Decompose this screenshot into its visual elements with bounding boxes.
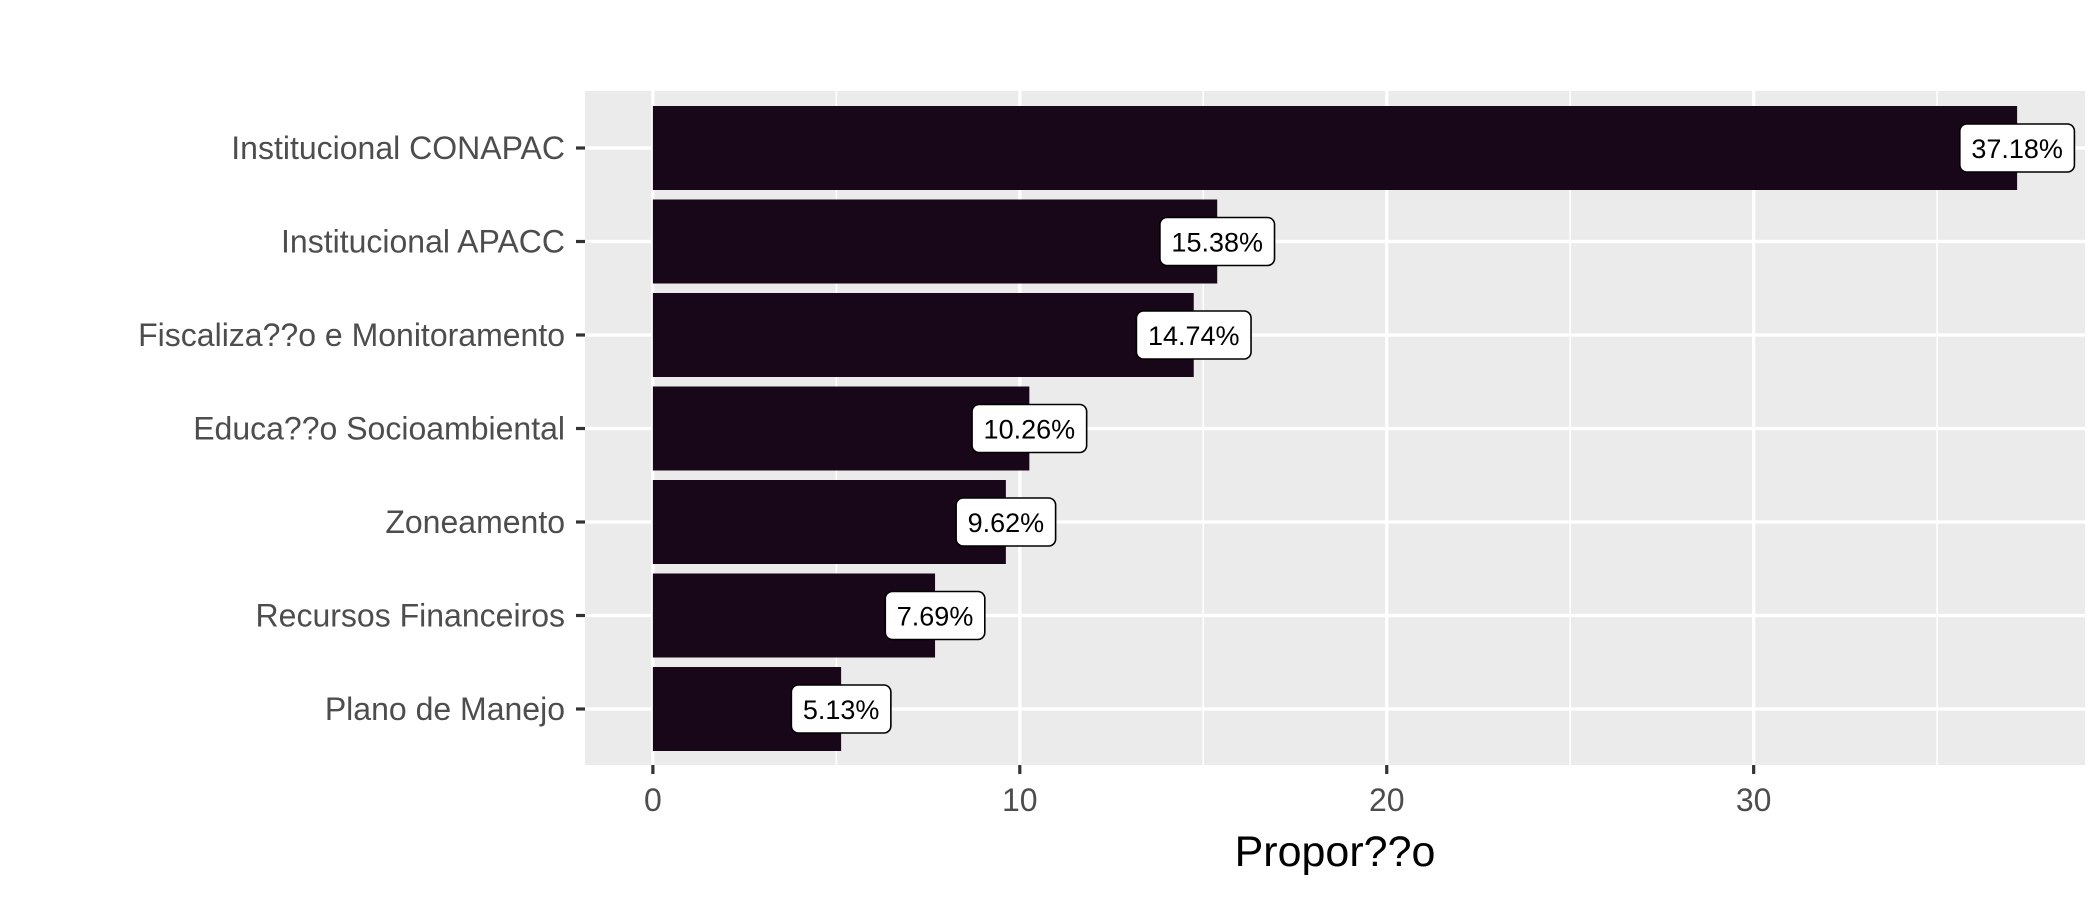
data-label: 37.18% xyxy=(1959,123,2076,173)
y-tick-label: Institucional CONAPAC xyxy=(231,130,565,166)
data-label-text: 5.13% xyxy=(803,695,880,725)
data-label: 9.62% xyxy=(955,497,1057,547)
data-label-box xyxy=(1959,123,2076,173)
data-label-text: 10.26% xyxy=(984,415,1076,445)
data-labels: 37.18% 15.38% 14.74% 10.26% 9.62% 7.69% 5.13% xyxy=(790,123,2076,734)
bar xyxy=(652,199,1218,284)
x-tick-label: 10 xyxy=(1002,782,1038,818)
data-label-box xyxy=(1159,216,1276,267)
bar xyxy=(652,106,2018,190)
x-tick-label: 30 xyxy=(1736,782,1772,818)
data-label-box xyxy=(790,684,892,734)
x-tick-label: 0 xyxy=(644,782,662,818)
y-tick-label: Institucional APACC xyxy=(281,224,565,260)
data-label-text: 15.38% xyxy=(1171,228,1263,258)
x-tick-label: 20 xyxy=(1369,782,1405,818)
bar xyxy=(652,386,1030,471)
y-axis: Institucional CONAPAC Institucional APACC… xyxy=(138,130,585,727)
data-label-box xyxy=(1135,310,1252,360)
y-tick-label: Recursos Financeiros xyxy=(256,598,565,634)
y-tick-label: Zoneamento xyxy=(385,504,565,540)
bar xyxy=(652,293,1194,377)
y-tick-label: Plano de Manejo xyxy=(325,691,565,727)
data-label-box xyxy=(971,403,1088,454)
x-axis: 0 10 20 30 xyxy=(644,765,1771,818)
data-label: 7.69% xyxy=(884,590,986,641)
data-label: 15.38% xyxy=(1159,216,1276,267)
data-label-text: 37.18% xyxy=(1971,134,2063,164)
bars xyxy=(652,106,2018,751)
y-tick-label: Educa??o Socioambiental xyxy=(193,411,565,447)
data-label: 10.26% xyxy=(971,403,1088,454)
bar xyxy=(652,480,1006,564)
data-label-text: 7.69% xyxy=(897,602,974,632)
x-axis-title: Propor??o xyxy=(1235,828,1436,876)
data-label-text: 9.62% xyxy=(968,508,1045,538)
y-tick-label: Fiscaliza??o e Monitoramento xyxy=(138,317,565,353)
data-label-text: 14.74% xyxy=(1148,321,1240,351)
data-label-box xyxy=(884,590,986,641)
data-label-box xyxy=(955,497,1057,547)
data-label: 5.13% xyxy=(790,684,892,734)
data-label: 14.74% xyxy=(1135,310,1252,360)
